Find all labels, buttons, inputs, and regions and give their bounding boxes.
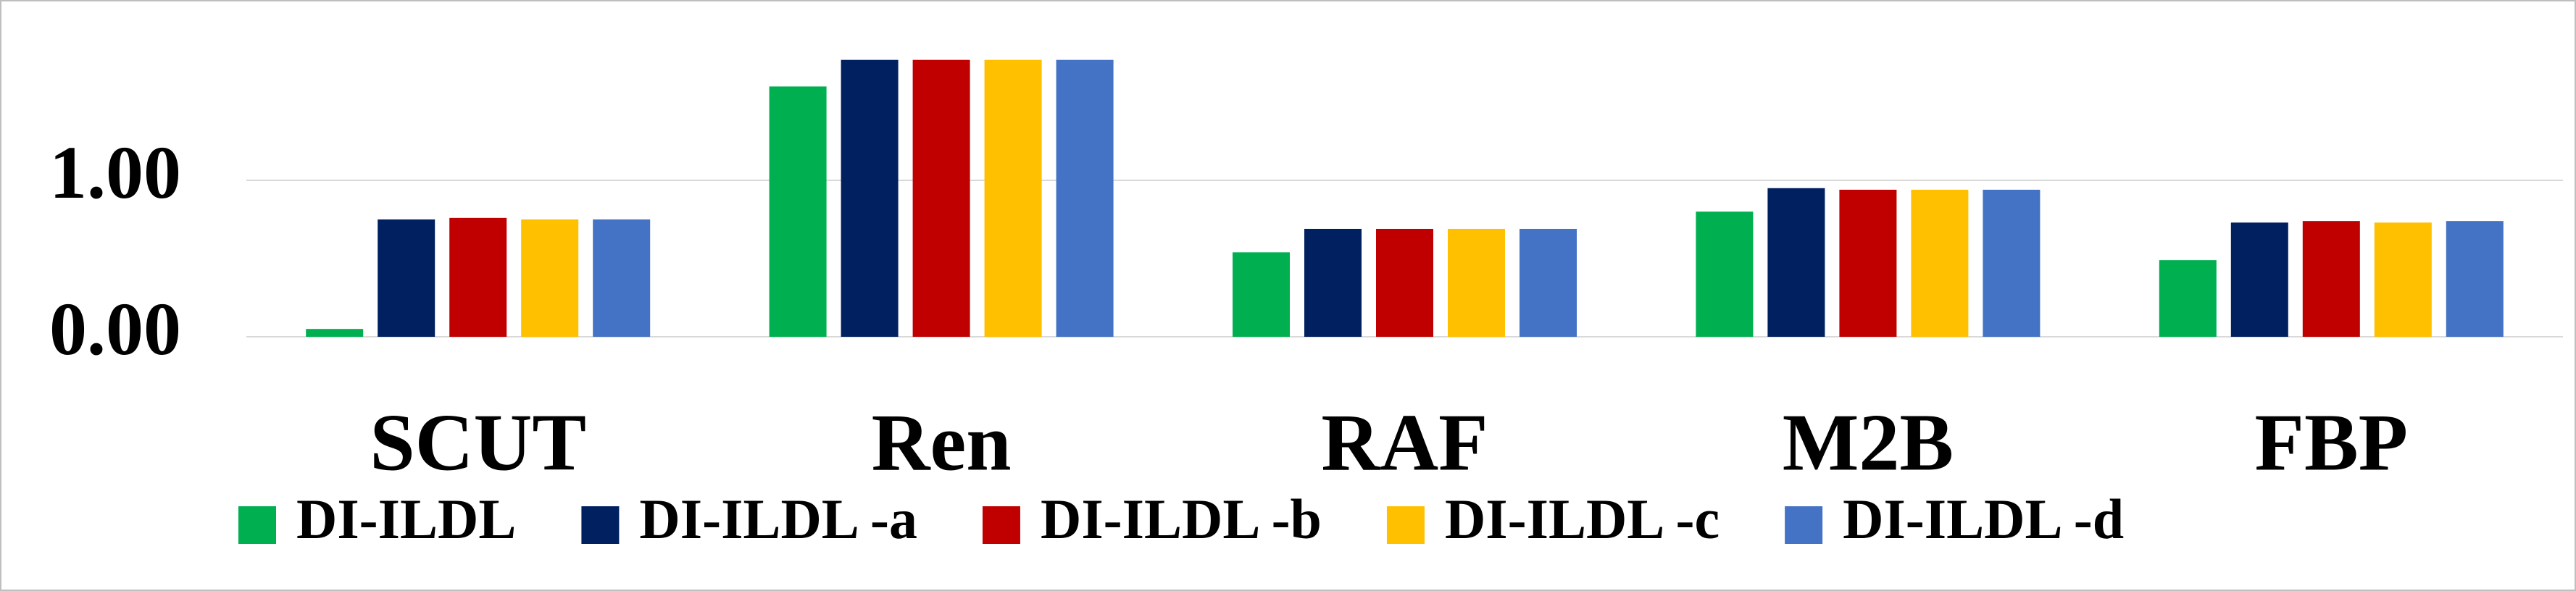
bar <box>841 59 899 338</box>
bar <box>1839 189 1897 337</box>
bar <box>1520 228 1577 337</box>
legend-swatch <box>238 506 276 544</box>
bar <box>449 217 507 337</box>
x-tick-label: FBP <box>2255 398 2409 488</box>
bar <box>2446 221 2504 337</box>
legend-label: DI-ILDL -a <box>639 487 917 550</box>
bar <box>984 59 1042 338</box>
x-tick-label: M2B <box>1783 398 1954 488</box>
x-tick-label: Ren <box>872 398 1012 488</box>
legend-label: DI-ILDL -b <box>1041 487 1322 550</box>
legend-swatch <box>581 506 620 544</box>
legend-swatch <box>1785 506 1823 544</box>
bar <box>2230 222 2288 337</box>
bar <box>521 219 579 337</box>
bar <box>2302 221 2360 337</box>
bar <box>1448 228 1505 337</box>
x-tick-label: SCUT <box>370 398 586 488</box>
bar <box>1056 59 1114 338</box>
legend-label: DI-ILDL <box>296 487 516 550</box>
bar <box>769 86 827 338</box>
bar <box>378 219 435 337</box>
bar <box>1376 228 1433 337</box>
legend-swatch <box>1386 506 1425 544</box>
bar <box>1696 211 1754 337</box>
bar <box>1767 188 1825 337</box>
x-tick-label: RAF <box>1321 398 1488 488</box>
bar <box>912 59 970 338</box>
legend-label: DI-ILDL -d <box>1843 487 2124 550</box>
bar <box>1304 228 1362 337</box>
bar <box>306 329 364 337</box>
bar <box>1233 252 1290 337</box>
bar <box>1983 189 2041 337</box>
bar <box>593 219 651 337</box>
bar <box>1911 189 1969 337</box>
legend-swatch <box>982 506 1020 544</box>
bar <box>2374 222 2432 337</box>
bar <box>2159 260 2217 337</box>
legend-label: DI-ILDL -c <box>1445 487 1720 550</box>
y-tick-label: 0.00 <box>49 288 181 371</box>
y-tick-label: 1.00 <box>49 131 181 214</box>
